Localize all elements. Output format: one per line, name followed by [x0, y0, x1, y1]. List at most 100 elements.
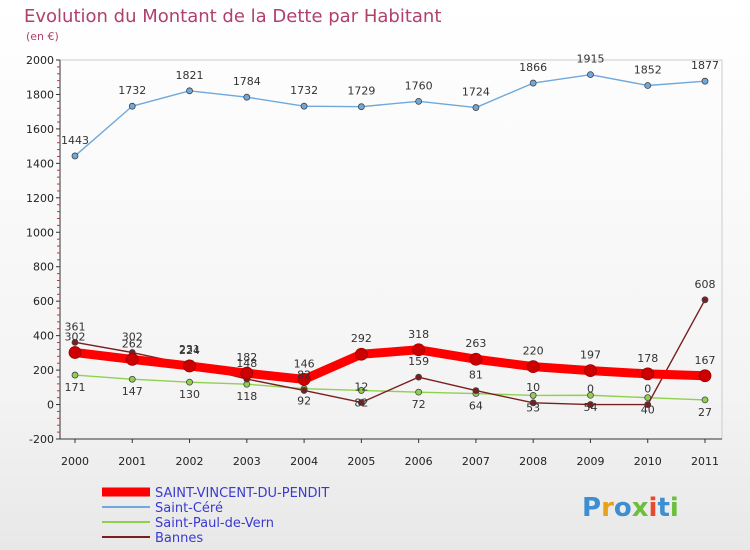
- series-point-2: [587, 391, 594, 399]
- data-label-1: 1821: [176, 69, 204, 82]
- data-label-3: 0: [644, 383, 651, 396]
- series-point-1: [644, 82, 652, 89]
- logo-letter: o: [614, 493, 632, 523]
- data-label-2: 118: [236, 390, 257, 403]
- axes: -200020040060080010001200140016001800200…: [26, 54, 723, 468]
- series-point-1: [243, 93, 251, 101]
- logo-letter: i: [670, 493, 679, 523]
- series-point-0: [68, 346, 82, 359]
- series-point-2: [186, 378, 193, 386]
- data-label-3: 148: [236, 357, 257, 370]
- series-point-1: [587, 71, 594, 79]
- data-label-2: 72: [412, 398, 426, 411]
- logo-letter: t: [657, 493, 669, 523]
- data-label-2: 147: [122, 385, 143, 398]
- legend-entry-2: Saint-Paul-de-Vern: [155, 516, 274, 531]
- data-label-0: 182: [236, 351, 257, 364]
- logo-letter: i: [649, 493, 658, 523]
- data-label-2: 40: [641, 404, 655, 417]
- series-point-3: [300, 387, 308, 394]
- proxiti-logo: Proxiti: [582, 493, 679, 523]
- y-tick-label: -200: [29, 433, 54, 446]
- data-label-1: 1443: [61, 134, 89, 147]
- series-point-0: [469, 352, 483, 366]
- legend-entry-1: Saint-Céré: [155, 501, 223, 516]
- series-point-1: [701, 77, 709, 85]
- series-point-1: [71, 152, 79, 160]
- series-point-0: [698, 369, 712, 383]
- data-label-2: 92: [297, 395, 311, 408]
- data-label-2: 54: [583, 401, 597, 414]
- series-point-1: [300, 102, 308, 110]
- x-tick-label: 2004: [290, 455, 318, 468]
- data-label-3: 302: [122, 331, 143, 344]
- series-point-1: [128, 102, 136, 110]
- data-label-0: 302: [65, 331, 86, 344]
- x-tick-label: 2000: [61, 455, 89, 468]
- x-tick-label: 2009: [576, 455, 604, 468]
- series-point-3: [472, 387, 480, 394]
- data-label-3: 12: [354, 380, 368, 393]
- series-point-0: [641, 367, 655, 381]
- y-tick-label: 800: [33, 261, 54, 274]
- data-label-1: 1877: [691, 59, 719, 72]
- data-label-0: 178: [637, 352, 658, 365]
- chart-title: Evolution du Montant de la Dette par Hab…: [24, 6, 441, 27]
- series-point-3: [587, 401, 594, 408]
- x-tick-label: 2008: [519, 455, 547, 468]
- series-point-1: [415, 97, 423, 105]
- x-tick-label: 2002: [176, 455, 204, 468]
- chart-subtitle: (en €): [26, 30, 59, 43]
- data-label-2: 130: [179, 388, 200, 401]
- series-point-0: [584, 364, 597, 378]
- y-tick-label: 0: [47, 399, 54, 412]
- legend-entry-3: Bannes: [155, 531, 203, 546]
- data-label-1: 1732: [118, 84, 146, 97]
- logo-letter: P: [582, 493, 601, 523]
- series-point-1: [357, 103, 365, 111]
- data-label-3: 0: [587, 383, 594, 396]
- data-label-3: 81: [469, 369, 483, 382]
- y-tick-label: 600: [33, 295, 54, 308]
- legend-entry-0: SAINT-VINCENT-DU-PENDIT: [155, 486, 329, 501]
- series-point-1: [529, 79, 537, 87]
- series-point-3: [357, 399, 365, 406]
- series-layer: [68, 71, 712, 408]
- data-label-1: 1724: [462, 86, 490, 99]
- y-tick-label: 200: [33, 364, 54, 377]
- data-label-1: 1784: [233, 75, 261, 88]
- x-tick-label: 2007: [462, 455, 490, 468]
- data-label-1: 1729: [347, 85, 375, 98]
- data-label-2: 27: [698, 406, 712, 419]
- y-tick-label: 400: [33, 330, 54, 343]
- data-label-0: 263: [465, 337, 486, 350]
- series-point-2: [529, 392, 537, 399]
- y-tick-label: 1000: [26, 226, 54, 239]
- y-tick-label: 2000: [26, 54, 54, 67]
- data-label-1: 1732: [290, 84, 318, 97]
- data-label-0: 224: [179, 344, 200, 357]
- legend: SAINT-VINCENT-DU-PENDITSaint-CéréSaint-P…: [102, 486, 329, 546]
- series-point-2: [415, 388, 423, 396]
- series-point-3: [644, 401, 652, 408]
- series-point-3: [529, 399, 537, 407]
- data-labels: 1443 1732 1821 1784 1732 1729 1760 1724 1866 1915…: [61, 53, 719, 419]
- series-point-0: [183, 359, 196, 373]
- logo-letter: r: [601, 493, 614, 523]
- data-label-1: 1915: [576, 53, 604, 66]
- data-label-0: 262: [122, 337, 143, 350]
- data-label-3: 159: [408, 355, 429, 368]
- x-tick-label: 2011: [691, 455, 719, 468]
- data-label-3: 231: [179, 343, 200, 356]
- x-tick-label: 2006: [405, 455, 433, 468]
- series-point-0: [125, 353, 139, 366]
- series-line-1: [74, 73, 706, 157]
- data-label-0: 146: [294, 357, 315, 370]
- series-point-0: [240, 366, 254, 380]
- series-point-2: [701, 396, 709, 404]
- data-label-2: 64: [469, 400, 483, 413]
- y-tick-label: 1600: [26, 123, 54, 136]
- data-label-1: 1852: [634, 63, 662, 76]
